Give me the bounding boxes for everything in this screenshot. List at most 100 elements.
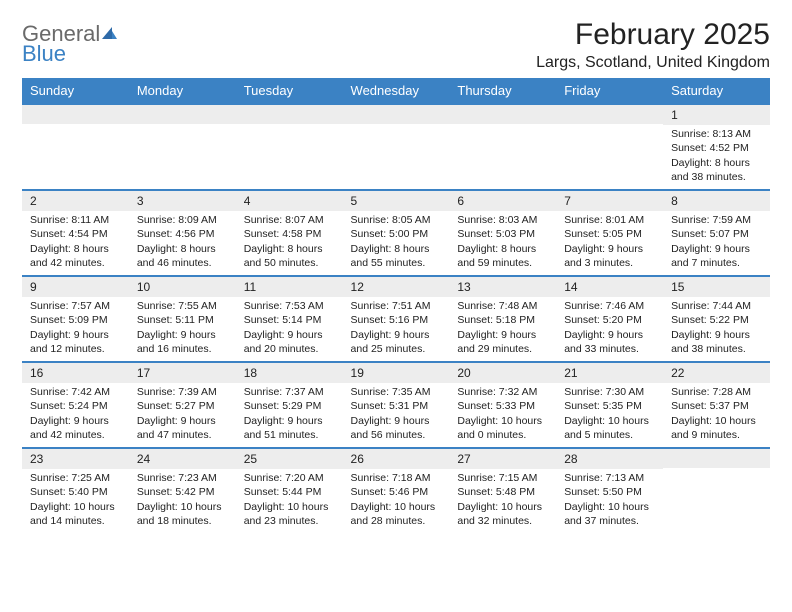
- sunset-text: Sunset: 5:40 PM: [30, 485, 121, 499]
- sunset-text: Sunset: 5:24 PM: [30, 399, 121, 413]
- day-body: Sunrise: 8:11 AMSunset: 4:54 PMDaylight:…: [22, 211, 129, 274]
- day-number: 7: [556, 191, 663, 211]
- sunrise-text: Sunrise: 7:39 AM: [137, 385, 228, 399]
- calendar-day-cell: [343, 104, 450, 190]
- day-body: Sunrise: 8:05 AMSunset: 5:00 PMDaylight:…: [343, 211, 450, 274]
- day-number: 9: [22, 277, 129, 297]
- empty-day: [236, 105, 343, 124]
- day-body: Sunrise: 7:44 AMSunset: 5:22 PMDaylight:…: [663, 297, 770, 360]
- calendar-day-cell: 24Sunrise: 7:23 AMSunset: 5:42 PMDayligh…: [129, 448, 236, 534]
- sunrise-text: Sunrise: 7:20 AM: [244, 471, 335, 485]
- sunrise-text: Sunrise: 8:03 AM: [457, 213, 548, 227]
- day-body: Sunrise: 7:48 AMSunset: 5:18 PMDaylight:…: [449, 297, 556, 360]
- calendar-week-row: 1Sunrise: 8:13 AMSunset: 4:52 PMDaylight…: [22, 104, 770, 190]
- calendar-day-cell: 11Sunrise: 7:53 AMSunset: 5:14 PMDayligh…: [236, 276, 343, 362]
- empty-day: [343, 105, 450, 124]
- sunrise-text: Sunrise: 8:13 AM: [671, 127, 762, 141]
- day-body: Sunrise: 8:03 AMSunset: 5:03 PMDaylight:…: [449, 211, 556, 274]
- day-body: Sunrise: 7:35 AMSunset: 5:31 PMDaylight:…: [343, 383, 450, 446]
- calendar-day-cell: 12Sunrise: 7:51 AMSunset: 5:16 PMDayligh…: [343, 276, 450, 362]
- sunrise-text: Sunrise: 7:48 AM: [457, 299, 548, 313]
- calendar-day-cell: 1Sunrise: 8:13 AMSunset: 4:52 PMDaylight…: [663, 104, 770, 190]
- sunset-text: Sunset: 5:35 PM: [564, 399, 655, 413]
- logo-text: General Blue: [22, 24, 118, 64]
- calendar-day-cell: 16Sunrise: 7:42 AMSunset: 5:24 PMDayligh…: [22, 362, 129, 448]
- daylight-text: Daylight: 10 hours and 18 minutes.: [137, 500, 228, 528]
- sunset-text: Sunset: 5:07 PM: [671, 227, 762, 241]
- day-number: 1: [663, 105, 770, 125]
- sunset-text: Sunset: 4:58 PM: [244, 227, 335, 241]
- sunset-text: Sunset: 5:50 PM: [564, 485, 655, 499]
- calendar-day-cell: 17Sunrise: 7:39 AMSunset: 5:27 PMDayligh…: [129, 362, 236, 448]
- day-body: Sunrise: 7:18 AMSunset: 5:46 PMDaylight:…: [343, 469, 450, 532]
- daylight-text: Daylight: 10 hours and 5 minutes.: [564, 414, 655, 442]
- month-title: February 2025: [536, 18, 770, 52]
- day-number: 8: [663, 191, 770, 211]
- day-body: Sunrise: 7:53 AMSunset: 5:14 PMDaylight:…: [236, 297, 343, 360]
- calendar-day-cell: 15Sunrise: 7:44 AMSunset: 5:22 PMDayligh…: [663, 276, 770, 362]
- daylight-text: Daylight: 10 hours and 32 minutes.: [457, 500, 548, 528]
- daylight-text: Daylight: 9 hours and 29 minutes.: [457, 328, 548, 356]
- empty-day: [449, 105, 556, 124]
- day-number: 5: [343, 191, 450, 211]
- sunrise-text: Sunrise: 7:37 AM: [244, 385, 335, 399]
- calendar-day-cell: 4Sunrise: 8:07 AMSunset: 4:58 PMDaylight…: [236, 190, 343, 276]
- calendar-day-cell: [556, 104, 663, 190]
- daylight-text: Daylight: 10 hours and 37 minutes.: [564, 500, 655, 528]
- day-body: Sunrise: 7:13 AMSunset: 5:50 PMDaylight:…: [556, 469, 663, 532]
- page-header: General Blue February 2025 Largs, Scotla…: [22, 18, 770, 72]
- day-number: 27: [449, 449, 556, 469]
- daylight-text: Daylight: 9 hours and 7 minutes.: [671, 242, 762, 270]
- calendar-day-cell: 8Sunrise: 7:59 AMSunset: 5:07 PMDaylight…: [663, 190, 770, 276]
- calendar-day-cell: 22Sunrise: 7:28 AMSunset: 5:37 PMDayligh…: [663, 362, 770, 448]
- calendar-page: General Blue February 2025 Largs, Scotla…: [0, 0, 792, 552]
- day-number: 25: [236, 449, 343, 469]
- day-body: Sunrise: 7:30 AMSunset: 5:35 PMDaylight:…: [556, 383, 663, 446]
- sunrise-text: Sunrise: 7:35 AM: [351, 385, 442, 399]
- day-number: 10: [129, 277, 236, 297]
- sunrise-text: Sunrise: 8:01 AM: [564, 213, 655, 227]
- daylight-text: Daylight: 10 hours and 0 minutes.: [457, 414, 548, 442]
- daylight-text: Daylight: 9 hours and 51 minutes.: [244, 414, 335, 442]
- sunrise-text: Sunrise: 7:13 AM: [564, 471, 655, 485]
- sunrise-text: Sunrise: 7:32 AM: [457, 385, 548, 399]
- daylight-text: Daylight: 9 hours and 42 minutes.: [30, 414, 121, 442]
- daylight-text: Daylight: 10 hours and 23 minutes.: [244, 500, 335, 528]
- empty-day: [22, 105, 129, 124]
- calendar-week-row: 9Sunrise: 7:57 AMSunset: 5:09 PMDaylight…: [22, 276, 770, 362]
- daylight-text: Daylight: 9 hours and 3 minutes.: [564, 242, 655, 270]
- sunset-text: Sunset: 5:48 PM: [457, 485, 548, 499]
- sunset-text: Sunset: 5:31 PM: [351, 399, 442, 413]
- sunset-text: Sunset: 5:37 PM: [671, 399, 762, 413]
- calendar-day-cell: [22, 104, 129, 190]
- sunrise-text: Sunrise: 7:28 AM: [671, 385, 762, 399]
- day-body: Sunrise: 7:46 AMSunset: 5:20 PMDaylight:…: [556, 297, 663, 360]
- sunrise-text: Sunrise: 7:42 AM: [30, 385, 121, 399]
- day-number: 17: [129, 363, 236, 383]
- sunrise-text: Sunrise: 7:51 AM: [351, 299, 442, 313]
- calendar-day-cell: 18Sunrise: 7:37 AMSunset: 5:29 PMDayligh…: [236, 362, 343, 448]
- daylight-text: Daylight: 8 hours and 42 minutes.: [30, 242, 121, 270]
- daylight-text: Daylight: 10 hours and 28 minutes.: [351, 500, 442, 528]
- weekday-header: Saturday: [663, 78, 770, 104]
- day-body: Sunrise: 8:13 AMSunset: 4:52 PMDaylight:…: [663, 125, 770, 188]
- calendar-day-cell: 26Sunrise: 7:18 AMSunset: 5:46 PMDayligh…: [343, 448, 450, 534]
- day-body: Sunrise: 7:55 AMSunset: 5:11 PMDaylight:…: [129, 297, 236, 360]
- daylight-text: Daylight: 10 hours and 9 minutes.: [671, 414, 762, 442]
- day-number: 13: [449, 277, 556, 297]
- location-subtitle: Largs, Scotland, United Kingdom: [536, 54, 770, 72]
- daylight-text: Daylight: 9 hours and 16 minutes.: [137, 328, 228, 356]
- daylight-text: Daylight: 9 hours and 33 minutes.: [564, 328, 655, 356]
- daylight-text: Daylight: 8 hours and 46 minutes.: [137, 242, 228, 270]
- day-body: Sunrise: 7:25 AMSunset: 5:40 PMDaylight:…: [22, 469, 129, 532]
- day-body: Sunrise: 7:15 AMSunset: 5:48 PMDaylight:…: [449, 469, 556, 532]
- day-body: Sunrise: 7:42 AMSunset: 5:24 PMDaylight:…: [22, 383, 129, 446]
- day-body: Sunrise: 8:07 AMSunset: 4:58 PMDaylight:…: [236, 211, 343, 274]
- day-number: 3: [129, 191, 236, 211]
- sunset-text: Sunset: 5:44 PM: [244, 485, 335, 499]
- day-body: Sunrise: 7:28 AMSunset: 5:37 PMDaylight:…: [663, 383, 770, 446]
- sunset-text: Sunset: 4:56 PM: [137, 227, 228, 241]
- day-body: Sunrise: 7:37 AMSunset: 5:29 PMDaylight:…: [236, 383, 343, 446]
- daylight-text: Daylight: 9 hours and 12 minutes.: [30, 328, 121, 356]
- day-number: 23: [22, 449, 129, 469]
